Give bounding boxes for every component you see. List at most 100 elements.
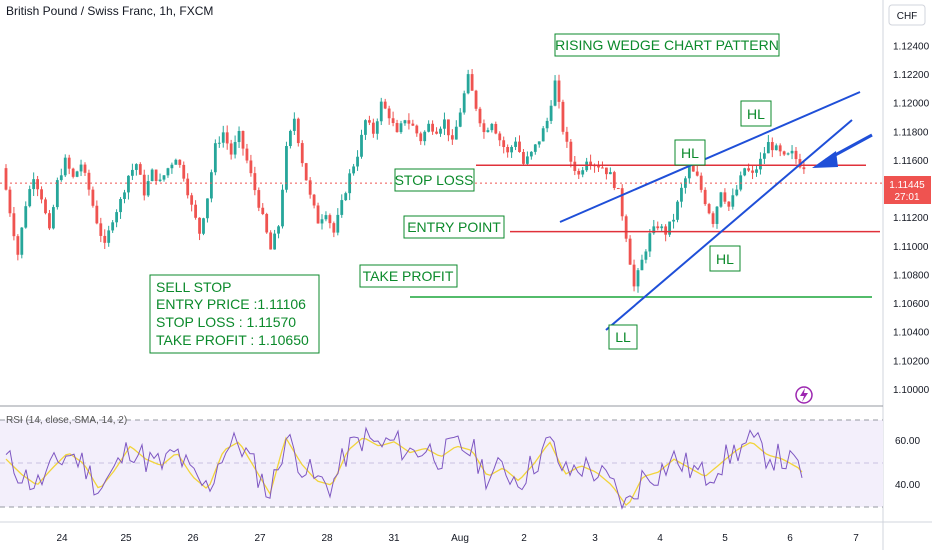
time-tick: Aug <box>451 533 469 544</box>
candle-body <box>79 164 83 172</box>
candle-body <box>4 168 8 190</box>
candle-body <box>253 173 257 191</box>
candle-body <box>557 80 561 102</box>
candle-body <box>59 175 63 181</box>
candle-body <box>24 206 28 228</box>
time-tick: 5 <box>722 533 728 544</box>
candle-body <box>624 216 628 239</box>
candle-body <box>462 93 466 113</box>
time-axis-ticks: 24 25 26 27 28 31 Aug 2 3 4 5 6 7 <box>56 533 859 544</box>
time-tick: 3 <box>592 533 598 544</box>
candle-body <box>304 163 308 181</box>
candle-body <box>474 90 478 109</box>
candle-body <box>723 192 727 202</box>
candle-body <box>296 118 300 144</box>
candle-body <box>490 123 494 131</box>
candle-body <box>450 135 454 140</box>
candle-body <box>320 219 324 224</box>
candle-body <box>719 192 723 207</box>
candle-body <box>672 219 675 222</box>
candle-body <box>778 145 782 152</box>
candle-body <box>316 205 320 224</box>
candle-body <box>273 233 276 250</box>
candle-body <box>403 120 407 124</box>
candle-body <box>423 131 427 142</box>
candle-body <box>652 226 656 234</box>
candle-body <box>233 142 237 155</box>
order-details-box <box>149 274 320 354</box>
candle-body <box>186 178 190 196</box>
wedge-lower-line[interactable] <box>605 119 853 331</box>
candle-body <box>486 130 490 133</box>
candle-body <box>549 105 553 121</box>
candle-body <box>391 118 395 124</box>
candle-body <box>107 230 111 243</box>
stop-loss-box <box>394 168 475 192</box>
candle-body <box>506 147 510 153</box>
entry-point-label: ENTRY POINT <box>407 219 501 235</box>
candle-body <box>312 194 316 206</box>
lightning-icon[interactable] <box>795 386 813 404</box>
candle-body <box>751 170 754 173</box>
time-tick: 6 <box>787 533 793 544</box>
candle-body <box>581 170 585 175</box>
price-badge <box>884 176 931 204</box>
candle-body <box>691 165 695 172</box>
candle-body <box>174 159 178 165</box>
candle-body <box>668 221 671 235</box>
candle-body <box>383 101 387 109</box>
price-tick: 1.11800 <box>893 127 929 138</box>
candle-body <box>194 204 197 218</box>
candle-body <box>364 120 367 135</box>
candle-body <box>158 179 162 182</box>
candle-body <box>332 223 336 233</box>
candle-body <box>36 179 39 190</box>
candle-body <box>739 175 743 190</box>
candle-body <box>660 226 664 229</box>
candle-body <box>277 226 280 234</box>
candle-body <box>443 119 446 129</box>
candle-body <box>150 169 154 182</box>
candle-body <box>63 157 67 176</box>
pattern-title: RISING WEDGE CHART PATTERN <box>555 37 779 53</box>
price-tick: 1.11200 <box>893 213 929 224</box>
candle-body <box>368 120 371 123</box>
candle-body <box>127 175 130 193</box>
candle-body <box>285 146 288 190</box>
candle-body <box>676 201 679 220</box>
candle-body <box>344 193 348 201</box>
candle-body <box>99 223 103 236</box>
candle-body <box>522 152 525 164</box>
pattern-title-box <box>554 33 780 57</box>
candle-body <box>324 215 328 220</box>
candle-body <box>411 123 415 126</box>
candle-body <box>182 164 186 179</box>
candle-body <box>707 204 711 214</box>
ll-box <box>608 324 638 350</box>
candle-body <box>170 164 174 169</box>
candle-body <box>731 195 735 207</box>
candle-body <box>20 227 24 255</box>
candle-body <box>178 159 182 165</box>
candle-body <box>261 207 265 215</box>
hl-label-1: HL <box>747 106 765 122</box>
candle-body <box>115 212 118 223</box>
candle-body <box>628 238 632 265</box>
currency-button[interactable] <box>888 4 926 26</box>
candle-body <box>612 172 616 189</box>
candle-body <box>605 167 608 175</box>
candle-body <box>249 160 253 174</box>
candle-body <box>687 165 691 179</box>
time-tick: 24 <box>56 533 68 544</box>
candle-body <box>597 165 600 168</box>
candle-body <box>470 74 474 91</box>
rsi-tick-40: 40.00 <box>895 480 920 491</box>
wedge-upper-line[interactable] <box>559 91 861 223</box>
candle-body <box>407 120 411 124</box>
candle-body <box>48 213 51 229</box>
candle-body <box>111 222 115 231</box>
candle-body <box>379 101 383 122</box>
order-line-1: SELL STOP <box>156 279 231 295</box>
